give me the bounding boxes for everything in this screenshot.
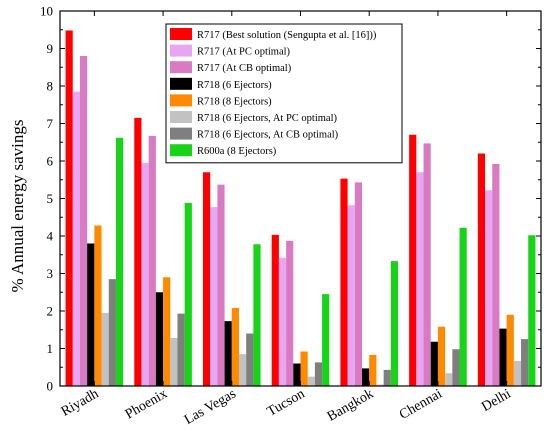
bar-chennai-series-1	[409, 134, 417, 386]
bar-riyadh-series-1	[65, 30, 73, 386]
bar-bangkok-series-6	[376, 384, 384, 386]
bar-riyadh-series-4	[87, 243, 95, 386]
bar-chennai-series-7	[452, 349, 460, 386]
bar-delhi-series-2	[485, 190, 493, 386]
legend-label: R717 (At CB optimal)	[197, 63, 292, 74]
bar-las-vegas-series-7	[246, 333, 254, 386]
bar-tucson-series-6	[307, 376, 315, 386]
bar-chennai-series-6	[445, 373, 453, 386]
bar-riyadh-series-8	[115, 137, 124, 386]
y-tick-label: 5	[47, 191, 54, 206]
legend-swatch	[170, 111, 192, 123]
bar-delhi-series-7	[521, 339, 529, 386]
bar-phoenix-series-1	[134, 117, 142, 386]
legend-swatch	[170, 127, 192, 140]
bar-delhi-series-1	[477, 153, 486, 386]
bar-delhi-series-5	[506, 314, 514, 386]
x-tick-label: Riyadh	[59, 386, 102, 419]
x-tick-label: Chennai	[397, 386, 445, 422]
legend-swatch	[170, 94, 192, 107]
y-tick-label: 0	[47, 379, 54, 394]
bar-las-vegas-series-3	[217, 184, 225, 386]
bar-tucson-series-5	[300, 351, 308, 386]
bar-phoenix-series-5	[163, 277, 171, 386]
bar-riyadh-series-5	[94, 225, 102, 386]
x-tick-label: Las Vegas	[182, 386, 239, 427]
bar-delhi-series-3	[492, 164, 500, 386]
y-tick-label: 2	[47, 304, 54, 319]
bar-phoenix-series-4	[155, 292, 164, 386]
bar-bangkok-series-1	[340, 178, 348, 386]
bar-las-vegas-series-5	[231, 308, 239, 386]
bar-chennai-series-2	[416, 172, 424, 386]
bar-tucson-series-8	[322, 294, 330, 386]
legend-box	[165, 23, 403, 164]
bar-bangkok-series-7	[383, 369, 391, 386]
bar-delhi-series-4	[499, 328, 507, 386]
bar-chennai-series-4	[430, 341, 438, 386]
bar-tucson-series-3	[286, 240, 294, 386]
legend-label: R718 (6 Ejectors, At PC optimal)	[197, 113, 337, 124]
legend-swatch	[170, 61, 192, 74]
bar-riyadh-series-7	[108, 279, 116, 386]
x-tick-label: Bangkok	[325, 386, 376, 424]
legend-label: R718 (6 Ejectors)	[197, 80, 272, 91]
legend-swatch	[170, 28, 192, 40]
bar-las-vegas-series-8	[253, 244, 261, 386]
bar-las-vegas-series-4	[224, 321, 232, 386]
bar-tucson-series-7	[314, 362, 323, 386]
bar-las-vegas-series-2	[210, 207, 218, 386]
bar-phoenix-series-2	[141, 162, 149, 386]
bar-bangkok-series-2	[347, 205, 355, 386]
bar-chennai-series-8	[459, 227, 467, 386]
legend-label: R600a (8 Ejectors)	[197, 146, 277, 157]
bar-phoenix-series-3	[148, 135, 156, 386]
bar-chennai-series-5	[437, 326, 446, 386]
legend-swatch	[170, 144, 192, 157]
legend-label: R718 (8 Ejectors)	[197, 96, 272, 107]
y-tick-label: 8	[47, 79, 54, 94]
bar-phoenix-series-6	[170, 338, 178, 386]
bar-chennai-series-3	[423, 143, 431, 386]
legend-label: R718 (6 Ejectors, At CB optimal)	[197, 130, 339, 141]
bar-bangkok-series-8	[390, 261, 399, 386]
legend-label: R717 (At PC optimal)	[197, 47, 291, 58]
bar-riyadh-series-6	[101, 312, 109, 386]
bar-phoenix-series-8	[184, 203, 192, 386]
bar-riyadh-series-2	[72, 91, 80, 386]
bar-riyadh-series-3	[79, 56, 88, 386]
legend-swatch	[170, 44, 192, 57]
bar-las-vegas-series-1	[202, 172, 211, 386]
y-tick-label: 7	[47, 116, 54, 131]
y-tick-label: 9	[47, 41, 54, 56]
x-tick-label: Delhi	[479, 386, 514, 415]
legend-swatch	[170, 77, 192, 90]
legend: R717 (Best solution (Sengupta et al. [16…	[165, 23, 403, 164]
bar-tucson-series-1	[271, 234, 279, 386]
bar-las-vegas-series-6	[238, 354, 247, 386]
legend-label: R717 (Best solution (Sengupta et al. [16…	[197, 30, 377, 41]
y-tick-label: 6	[47, 154, 54, 169]
bar-phoenix-series-7	[177, 313, 185, 386]
bar-bangkok-series-5	[369, 354, 377, 386]
bar-bangkok-series-4	[362, 368, 370, 386]
bar-delhi-series-8	[528, 235, 536, 386]
bar-bangkok-series-3	[354, 182, 363, 386]
bar-tucson-series-2	[278, 257, 287, 386]
y-tick-label: 3	[47, 266, 54, 281]
bars-layer	[65, 30, 536, 386]
bar-tucson-series-4	[293, 363, 301, 386]
y-tick-label: 1	[47, 341, 54, 356]
y-tick-label: 4	[47, 229, 54, 244]
y-axis-title: % Annual energy savings	[8, 120, 27, 293]
x-tick-label: Phoenix	[123, 386, 170, 422]
y-tick-label: 10	[40, 4, 53, 19]
bar-delhi-series-6	[513, 360, 522, 386]
x-tick-label: Tucson	[265, 386, 308, 419]
